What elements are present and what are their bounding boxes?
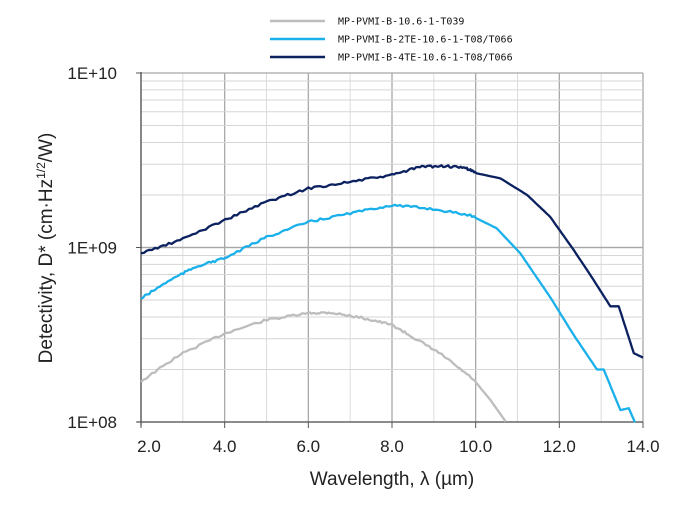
legend-label: MP-PVMI-B-10.6-1-T039 — [338, 17, 464, 28]
legend-label: MP-PVMI-B-2TE-10.6-1-T08/T066 — [338, 35, 513, 46]
series-line-2 — [140, 203, 637, 423]
axes — [136, 72, 644, 428]
y-axis-label: Detectivity, D* (cm·Hz1/2/W) — [34, 133, 57, 364]
y-tick-label: 1E+08 — [67, 413, 117, 432]
x-axis-label: Wavelength, λ (µm) — [310, 469, 474, 490]
x-tick-labels: 2.0 4.0 6.0 8.0 10.0 12.0 14.0 — [137, 437, 659, 456]
series-line-1 — [140, 311, 507, 423]
x-tick-label: 4.0 — [213, 437, 237, 456]
legend-label: MP-PVMI-B-4TE-10.6-1-T08/T066 — [338, 53, 513, 64]
x-tick-label: 10.0 — [459, 437, 492, 456]
series-line-3 — [140, 164, 644, 359]
x-tick-label: 6.0 — [297, 437, 321, 456]
y-tick-label: 1E+09 — [67, 239, 117, 258]
y-tick-labels: 1E+08 1E+09 1E+10 — [67, 64, 117, 432]
x-tick-label: 2.0 — [137, 437, 161, 456]
series-lines — [140, 164, 644, 423]
x-tick-label: 14.0 — [626, 437, 659, 456]
x-tick-label: 8.0 — [380, 437, 404, 456]
x-tick-label: 12.0 — [543, 437, 576, 456]
legend: MP-PVMI-B-10.6-1-T039 MP-PVMI-B-2TE-10.6-… — [270, 17, 513, 64]
grid — [140, 72, 644, 423]
y-tick-label: 1E+10 — [67, 64, 117, 83]
